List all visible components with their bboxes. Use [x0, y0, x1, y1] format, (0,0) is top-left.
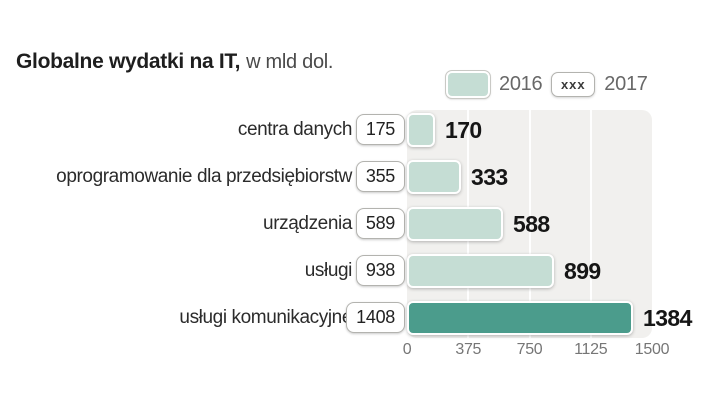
value-box-2017: 589 — [355, 208, 405, 239]
bar-label: oprogramowanie dla przedsiębiorstw — [56, 166, 352, 187]
bar-2016 — [407, 160, 461, 194]
legend-label-2016: 2016 — [499, 73, 543, 95]
value-label-2016: 588 — [513, 211, 550, 237]
x-axis-tick: 0 — [402, 341, 412, 358]
x-axis-tick: 375 — [455, 341, 482, 358]
x-axis-tick: 1125 — [574, 341, 608, 358]
legend-swatch-2017-text: xxx — [560, 77, 586, 92]
bar-label: urządzenia — [263, 213, 352, 234]
bar-2016 — [407, 254, 554, 288]
value-box-2017: 1408 — [346, 302, 405, 333]
value-box-2017: 175 — [355, 114, 405, 145]
value-label-2016: 1384 — [643, 305, 692, 331]
legend: 2016 xxx 2017 — [445, 70, 648, 99]
bar-label: usługi komunikacyjne — [179, 307, 352, 328]
value-box-2017: 938 — [355, 255, 405, 286]
legend-label-2017: 2017 — [604, 73, 648, 95]
x-axis-tick: 750 — [516, 341, 543, 358]
gridline — [589, 110, 592, 338]
x-axis-tick: 1500 — [634, 341, 670, 358]
chart-title-unit: w mld dol. — [246, 51, 334, 73]
chart-title: Globalne wydatki na IT, w mld dol. — [16, 50, 333, 74]
value-label-2016: 899 — [564, 258, 601, 284]
legend-swatch-2016 — [445, 70, 491, 99]
value-label-2016: 170 — [445, 117, 482, 143]
bar-label: centra danych — [237, 119, 353, 140]
value-label-2016: 333 — [471, 164, 508, 190]
bar-2016 — [407, 113, 435, 147]
value-box-2017: 355 — [355, 161, 405, 192]
bar-2016 — [407, 207, 503, 241]
legend-swatch-2017: xxx — [551, 72, 596, 97]
bar-2016 — [407, 301, 633, 335]
chart-title-bold: Globalne wydatki na IT, — [16, 50, 241, 73]
gridline — [528, 110, 531, 338]
bar-label: usługi — [304, 260, 353, 281]
